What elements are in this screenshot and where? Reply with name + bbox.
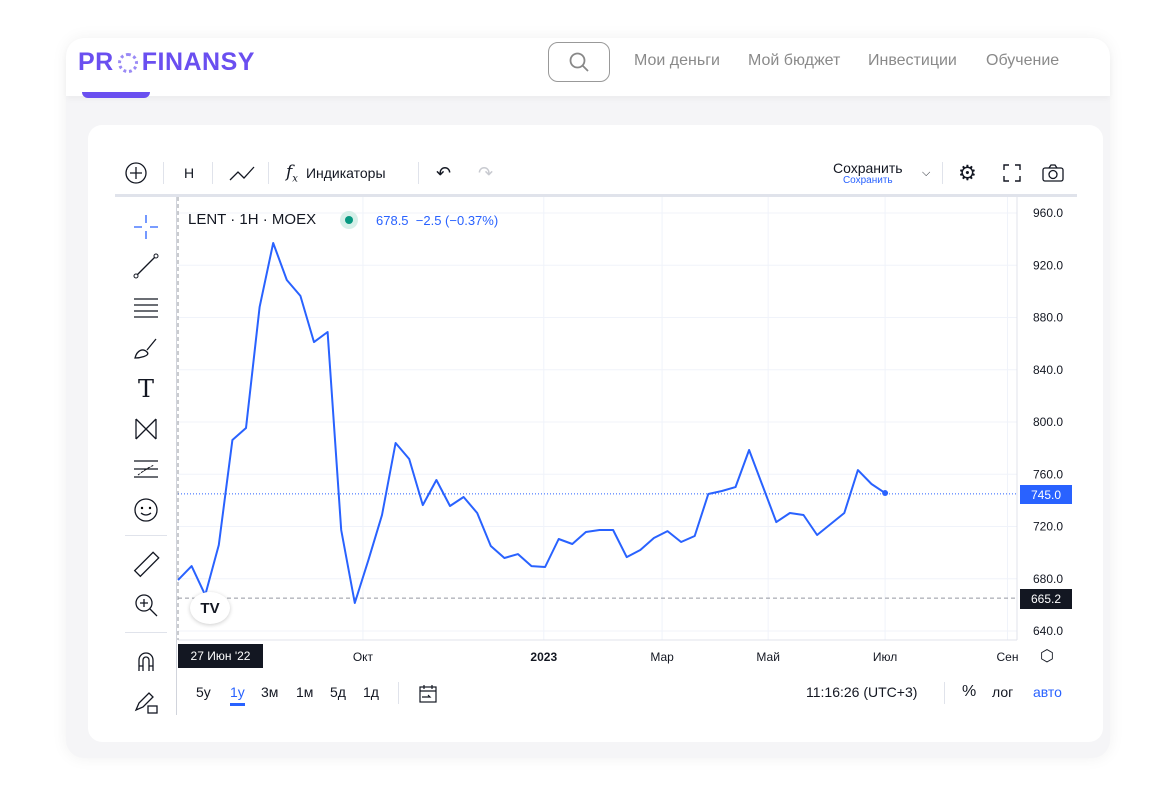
y-tick-label: 640.0 [1033,624,1063,638]
fib-tool[interactable] [130,291,162,323]
undo-button[interactable]: ↶ [436,160,451,186]
x-tick-label: Май [756,650,780,664]
zoom-tool[interactable] [130,589,162,621]
undo-icon: ↶ [436,162,452,183]
range-1m[interactable]: 1м [296,684,314,700]
brush-tool[interactable] [130,332,162,364]
nav-education[interactable]: Обучение [986,52,1060,69]
clock-time[interactable]: 11:16:26 (UTC+3) [806,684,918,700]
calendar-icon [419,685,437,703]
crosshair-date-label: 27 Июн '22 [178,644,263,668]
x-tick-label: Июл [873,650,897,664]
last-point-marker [882,490,889,497]
active-tab-indicator [82,92,150,98]
search-icon [569,52,589,72]
trend-line-tool[interactable] [130,250,162,282]
horizontal-lines-icon [134,298,158,318]
y-tick-label: 880.0 [1033,311,1063,325]
text-icon: T [137,375,154,403]
pencil-lock-icon [134,692,158,714]
line-chart-icon [229,166,255,181]
search-button[interactable] [548,42,610,82]
nav-my-money[interactable]: Мои деньги [634,52,720,69]
nav-investments[interactable]: Инвестиции [868,52,957,69]
redo-icon: ↷ [478,162,494,183]
chevron-down-icon: ⌵ [922,166,931,179]
zoom-in-icon [135,594,158,617]
screenshot-button[interactable] [1041,160,1065,186]
indicators-button[interactable]: fx Индикаторы [286,161,386,185]
tradingview-logo[interactable]: TV [190,592,230,624]
range-3m[interactable]: 3м [261,684,279,700]
range-5y[interactable]: 5y [196,684,211,700]
auto-toggle[interactable]: авто [1033,684,1062,700]
x-tick-label: Окт [353,650,374,664]
fx-icon: fx [286,161,298,185]
y-tick-label: 760.0 [1033,467,1063,481]
icons-tool[interactable] [130,494,162,526]
pattern-tool[interactable] [130,413,162,445]
range-5d[interactable]: 5д [330,684,346,700]
nav-my-budget[interactable]: Мой бюджет [748,52,841,69]
range-1y[interactable]: 1y [230,684,245,706]
chart-type-button[interactable] [228,160,256,186]
legend-values: 678.5 −2.5 (−0.37%) [376,213,499,228]
camera-icon [1042,164,1064,182]
x-tick-label: Мар [650,650,674,664]
save-dropdown[interactable]: ⌵ [922,160,930,186]
go-to-date-button[interactable] [418,684,438,707]
gear-icon: ⚙ [958,161,977,185]
magnet-icon [138,652,154,671]
add-symbol-button[interactable] [124,160,148,186]
prediction-icon [134,460,158,478]
ruler-icon [133,551,160,578]
y-tick-label: 800.0 [1033,415,1063,429]
settings-button[interactable]: ⚙ [958,160,977,186]
ruler-tool[interactable] [130,549,162,581]
save-button[interactable]: Сохранить Сохранить [833,160,903,186]
market-status-icon [340,211,358,229]
fullscreen-button[interactable] [1002,160,1022,186]
brush-icon [134,338,157,359]
log-toggle[interactable]: лог [992,684,1014,700]
y-tick-label: 840.0 [1033,363,1063,377]
chart-card [88,125,1103,742]
smiley-icon [134,498,158,522]
range-1d[interactable]: 1д [363,684,379,700]
fullscreen-icon [1003,164,1021,182]
interval-button[interactable]: H [184,165,195,181]
pattern-icon [135,418,157,440]
redo-button[interactable]: ↷ [478,160,493,186]
top-nav [66,38,1110,96]
crosshair-icon [134,215,158,239]
y-tick-label: 960.0 [1033,206,1063,220]
hexagon-icon: ⬡ [1040,648,1054,665]
logo[interactable]: PR FINANSY [78,48,255,76]
price-series-line [177,242,886,604]
x-tick-label: 2023 [530,650,557,664]
x-tick-label: Сен [996,650,1018,664]
lock-drawings-tool[interactable] [130,686,162,718]
plus-circle-icon [125,162,147,184]
text-tool[interactable]: T [130,373,162,405]
trend-line-icon [133,253,159,279]
percent-toggle[interactable]: % [962,683,977,700]
y-tick-label: 720.0 [1033,520,1063,534]
last-price-label: 745.0 [1020,485,1072,504]
symbol-label[interactable]: LENT · 1H · MOEX [188,211,317,228]
y-tick-label: 920.0 [1033,258,1063,272]
prediction-tool[interactable] [130,453,162,485]
toolbar-divider [115,194,1077,197]
magnet-tool[interactable] [130,645,162,677]
axis-settings-button[interactable]: ⬡ [1040,646,1054,666]
crosshair-price-label: 665.2 [1020,589,1072,609]
crosshair-tool[interactable] [130,211,162,243]
y-tick-label: 680.0 [1033,572,1063,586]
